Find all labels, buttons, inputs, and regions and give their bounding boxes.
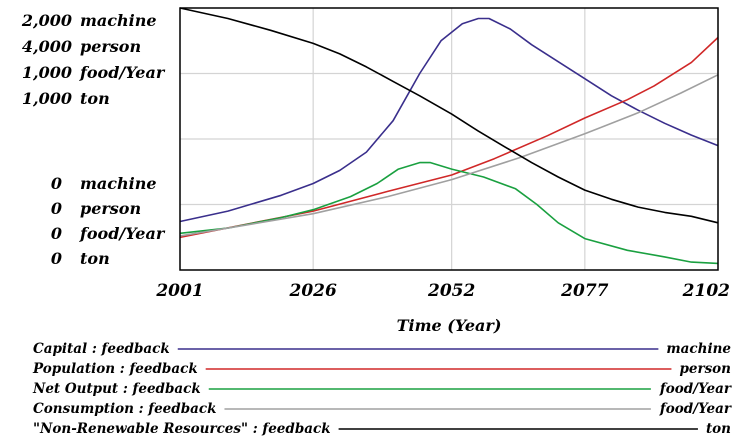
legend-unit-2: food/Year (659, 381, 732, 397)
legend-label-1: Population : feedback (32, 361, 198, 377)
x-tick-labels: 2001 2026 2052 2077 2102 (155, 281, 730, 301)
y-top-value-3: 1,000 (22, 89, 72, 108)
y-axis-top-labels: 2,000 machine 4,000 person 1,000 food/Ye… (21, 11, 166, 108)
y-bottom-unit-0: machine (80, 174, 157, 193)
legend-unit-0: machine (666, 341, 731, 357)
x-tick-label-0: 2001 (155, 281, 203, 301)
legend: Capital : feedback machine Population : fe… (32, 341, 732, 437)
y-bottom-value-2: 0 (51, 224, 62, 243)
y-bottom-value-1: 0 (51, 199, 62, 218)
y-top-value-1: 4,000 (22, 37, 72, 56)
series-line-3 (179, 74, 719, 237)
series-line-1 (179, 36, 719, 239)
x-tick-label-4: 2102 (682, 281, 730, 301)
y-bottom-value-0: 0 (51, 174, 62, 193)
plot-frame (179, 7, 719, 271)
series-line-4 (179, 7, 719, 224)
y-top-unit-0: machine (80, 11, 157, 30)
y-axis-bottom-labels: 0 machine 0 person 0 food/Year 0 ton (51, 174, 166, 268)
y-top-unit-2: food/Year (79, 63, 166, 82)
y-top-unit-1: person (80, 37, 141, 56)
legend-unit-1: person (679, 361, 731, 377)
series-line-2 (179, 161, 719, 265)
x-tick-label-1: 2026 (289, 281, 337, 301)
y-bottom-unit-1: person (80, 199, 141, 218)
y-top-unit-3: ton (80, 89, 110, 108)
legend-unit-3: food/Year (659, 401, 732, 417)
y-bottom-unit-3: ton (80, 249, 110, 268)
y-bottom-value-3: 0 (51, 249, 62, 268)
y-top-value-2: 1,000 (22, 63, 72, 82)
legend-label-3: Consumption : feedback (33, 401, 216, 417)
legend-label-4: "Non-Renewable Resources" : feedback (33, 421, 331, 437)
series-lines (179, 7, 719, 265)
x-tick-label-3: 2077 (560, 281, 608, 301)
legend-label-2: Net Output : feedback (32, 381, 201, 397)
y-top-value-0: 2,000 (21, 11, 72, 30)
legend-label-0: Capital : feedback (33, 341, 170, 357)
legend-unit-4: ton (706, 421, 731, 437)
series-line-0 (179, 17, 719, 223)
x-axis-title: Time (Year) (397, 316, 502, 335)
x-tick-label-2: 2052 (427, 281, 475, 301)
y-bottom-unit-2: food/Year (79, 224, 166, 243)
